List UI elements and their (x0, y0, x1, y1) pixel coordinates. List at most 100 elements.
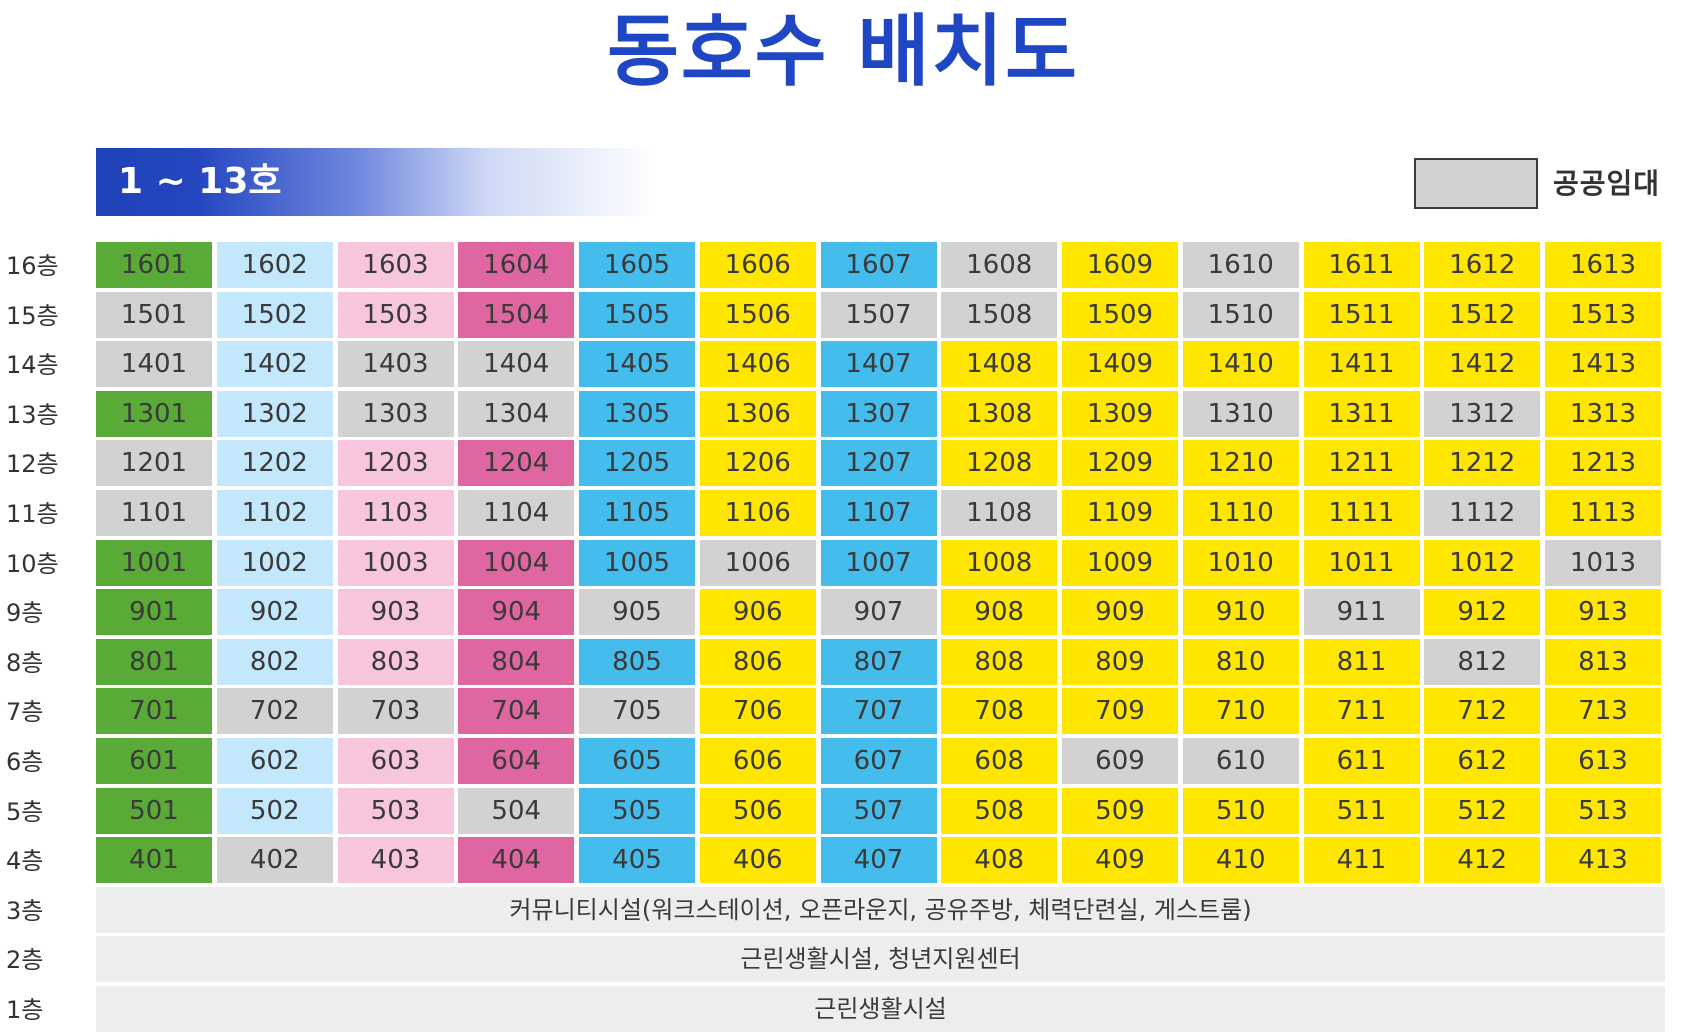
unit-cell: 413 (1545, 837, 1661, 884)
floor-label: 14층 (6, 351, 59, 380)
floor-row: 12층 1201 1202 1203 1204 1205 1206 1207 1208 1209 1… (0, 440, 1686, 488)
unit-cell: 1313 (1545, 390, 1661, 437)
unit-cell: 1201 (96, 440, 212, 487)
unit-cell: 1510 (1182, 291, 1299, 338)
facility-description: 커뮤니티시설(워크스테이션, 오픈라운지, 공유주방, 체력단련실, 게스트룸) (96, 886, 1665, 933)
unit-cell: 1410 (1182, 341, 1299, 388)
unit-cell: 1207 (820, 440, 937, 487)
unit-cell: 401 (96, 837, 212, 884)
unit-cell: 1202 (216, 440, 333, 487)
unit-cell: 605 (579, 738, 695, 784)
unit-cell: 1610 (1182, 242, 1299, 288)
unit-cell: 1101 (96, 490, 212, 536)
unit-cell: 409 (1062, 837, 1178, 884)
unit-cell: 905 (579, 589, 695, 636)
unit-cell: 1511 (1303, 291, 1420, 338)
unit-cell: 702 (216, 688, 333, 735)
unit-cell: 911 (1303, 589, 1420, 636)
unit-cell: 1012 (1424, 539, 1541, 586)
unit-cell: 712 (1424, 688, 1541, 735)
unit-cell: 904 (458, 589, 575, 636)
unit-cell: 812 (1424, 638, 1541, 685)
unit-cell: 502 (216, 787, 333, 834)
unit-cell: 1003 (337, 539, 454, 586)
unit-cell: 1211 (1303, 440, 1420, 487)
unit-cell: 1601 (96, 242, 212, 288)
floor-label: 8층 (6, 648, 44, 677)
facility-description: 근린생활시설, 청년지원센터 (96, 936, 1665, 983)
unit-cell: 1112 (1424, 490, 1541, 536)
unit-cell: 706 (699, 688, 816, 735)
unit-cell: 805 (579, 638, 695, 685)
floor-row: 7층 701 702 703 704 705 706 707 708 709 710 711 712 71… (0, 688, 1686, 736)
unit-cell: 1111 (1303, 490, 1420, 536)
unit-cell: 912 (1424, 589, 1541, 636)
unit-cell: 807 (820, 638, 937, 685)
unit-cell: 1303 (337, 390, 454, 437)
unit-cell: 1009 (1062, 539, 1178, 586)
unit-cell: 813 (1545, 638, 1661, 685)
unit-cell: 1210 (1182, 440, 1299, 487)
unit-cell: 1501 (96, 291, 212, 338)
unit-cell: 602 (216, 738, 333, 784)
unit-cell: 1413 (1545, 341, 1661, 388)
unit-cell: 1204 (458, 440, 575, 487)
unit-cell: 1608 (941, 242, 1058, 288)
unit-cell: 1401 (96, 341, 212, 388)
unit-cell: 1212 (1424, 440, 1541, 487)
unit-cell: 507 (820, 787, 937, 834)
unit-cell: 511 (1303, 787, 1420, 834)
unit-cell: 1310 (1182, 390, 1299, 437)
unit-cell: 1411 (1303, 341, 1420, 388)
unit-cell: 710 (1182, 688, 1299, 735)
unit-cell: 1403 (337, 341, 454, 388)
unit-cell: 406 (699, 837, 816, 884)
unit-cell: 1104 (458, 490, 575, 536)
floor-row: 6층 601 602 603 604 605 606 607 608 609 610 611 612 61… (0, 738, 1686, 786)
unit-cell: 1311 (1303, 390, 1420, 437)
unit-cell: 1603 (337, 242, 454, 288)
unit-cell: 913 (1545, 589, 1661, 636)
unit-cell: 1611 (1303, 242, 1420, 288)
unit-cell: 1113 (1545, 490, 1661, 536)
floor-label: 9층 (6, 599, 44, 628)
unit-cell: 603 (337, 738, 454, 784)
unit-cell: 1402 (216, 341, 333, 388)
unit-cell: 709 (1062, 688, 1178, 735)
floor-row: 16층 1601 1602 1603 1604 1605 1606 1607 1608 1609 1… (0, 242, 1686, 290)
floor-row: 9층 901 902 903 904 905 906 907 908 909 910 911 912 91… (0, 589, 1686, 637)
floor-row: 5층 501 502 503 504 505 506 507 508 509 510 511 512 51… (0, 787, 1686, 836)
unit-cell: 1307 (820, 390, 937, 437)
unit-cell: 501 (96, 787, 212, 834)
facility-row: 3층 커뮤니티시설(워크스테이션, 오픈라운지, 공유주방, 체력단련실, 게스트… (0, 886, 1686, 935)
unit-cell: 503 (337, 787, 454, 834)
unit-cell: 1605 (579, 242, 695, 288)
page-title: 동호수 배치도 (607, 7, 1079, 97)
unit-cell: 504 (458, 787, 575, 834)
unit-cell: 1102 (216, 490, 333, 536)
unit-cell: 910 (1182, 589, 1299, 636)
unit-cell: 1507 (820, 291, 937, 338)
unit-cell: 1205 (579, 440, 695, 487)
floor-label: 13층 (6, 400, 59, 429)
unit-cell: 909 (1062, 589, 1178, 636)
unit-cell: 1503 (337, 291, 454, 338)
unit-cell: 1308 (941, 390, 1058, 437)
unit-cell: 610 (1182, 738, 1299, 784)
unit-cell: 1504 (458, 291, 575, 338)
unit-cell: 612 (1424, 738, 1541, 784)
unit-cell: 804 (458, 638, 575, 685)
unit-cell: 403 (337, 837, 454, 884)
unit-cell: 1007 (820, 539, 937, 586)
unit-cell: 907 (820, 589, 937, 636)
unit-cell: 405 (579, 837, 695, 884)
unit-cell: 713 (1545, 688, 1661, 735)
floor-row: 4층 401 402 403 404 405 406 407 408 409 410 411 412 41… (0, 837, 1686, 885)
unit-cell: 411 (1303, 837, 1420, 884)
unit-cell: 1004 (458, 539, 575, 586)
unit-cell: 608 (941, 738, 1058, 784)
unit-cell: 1109 (1062, 490, 1178, 536)
floor-label: 4층 (6, 847, 44, 876)
unit-cell: 1613 (1545, 242, 1661, 288)
unit-cell: 613 (1545, 738, 1661, 784)
